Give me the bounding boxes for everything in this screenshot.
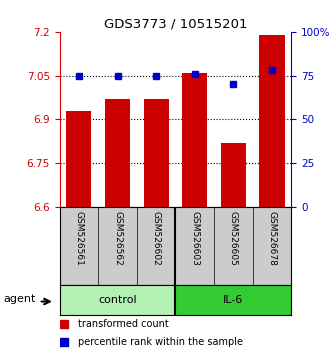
Text: IL-6: IL-6 bbox=[223, 295, 244, 305]
Text: percentile rank within the sample: percentile rank within the sample bbox=[78, 337, 243, 347]
Text: GSM526605: GSM526605 bbox=[229, 211, 238, 266]
Text: GSM526678: GSM526678 bbox=[267, 211, 276, 266]
Bar bbox=[144, 99, 169, 207]
Text: GSM526602: GSM526602 bbox=[152, 211, 161, 266]
Text: transformed count: transformed count bbox=[78, 319, 169, 329]
Bar bbox=[175, 285, 291, 315]
Text: GSM526561: GSM526561 bbox=[74, 211, 83, 266]
Bar bbox=[60, 285, 175, 315]
Text: GSM526562: GSM526562 bbox=[113, 211, 122, 266]
Bar bbox=[182, 73, 207, 207]
Bar bbox=[105, 99, 130, 207]
Bar bbox=[66, 111, 91, 207]
Title: GDS3773 / 10515201: GDS3773 / 10515201 bbox=[104, 18, 247, 31]
Text: control: control bbox=[98, 295, 137, 305]
Text: agent: agent bbox=[3, 293, 35, 303]
Text: GSM526603: GSM526603 bbox=[190, 211, 199, 266]
Bar bbox=[221, 143, 246, 207]
Bar bbox=[260, 35, 285, 207]
